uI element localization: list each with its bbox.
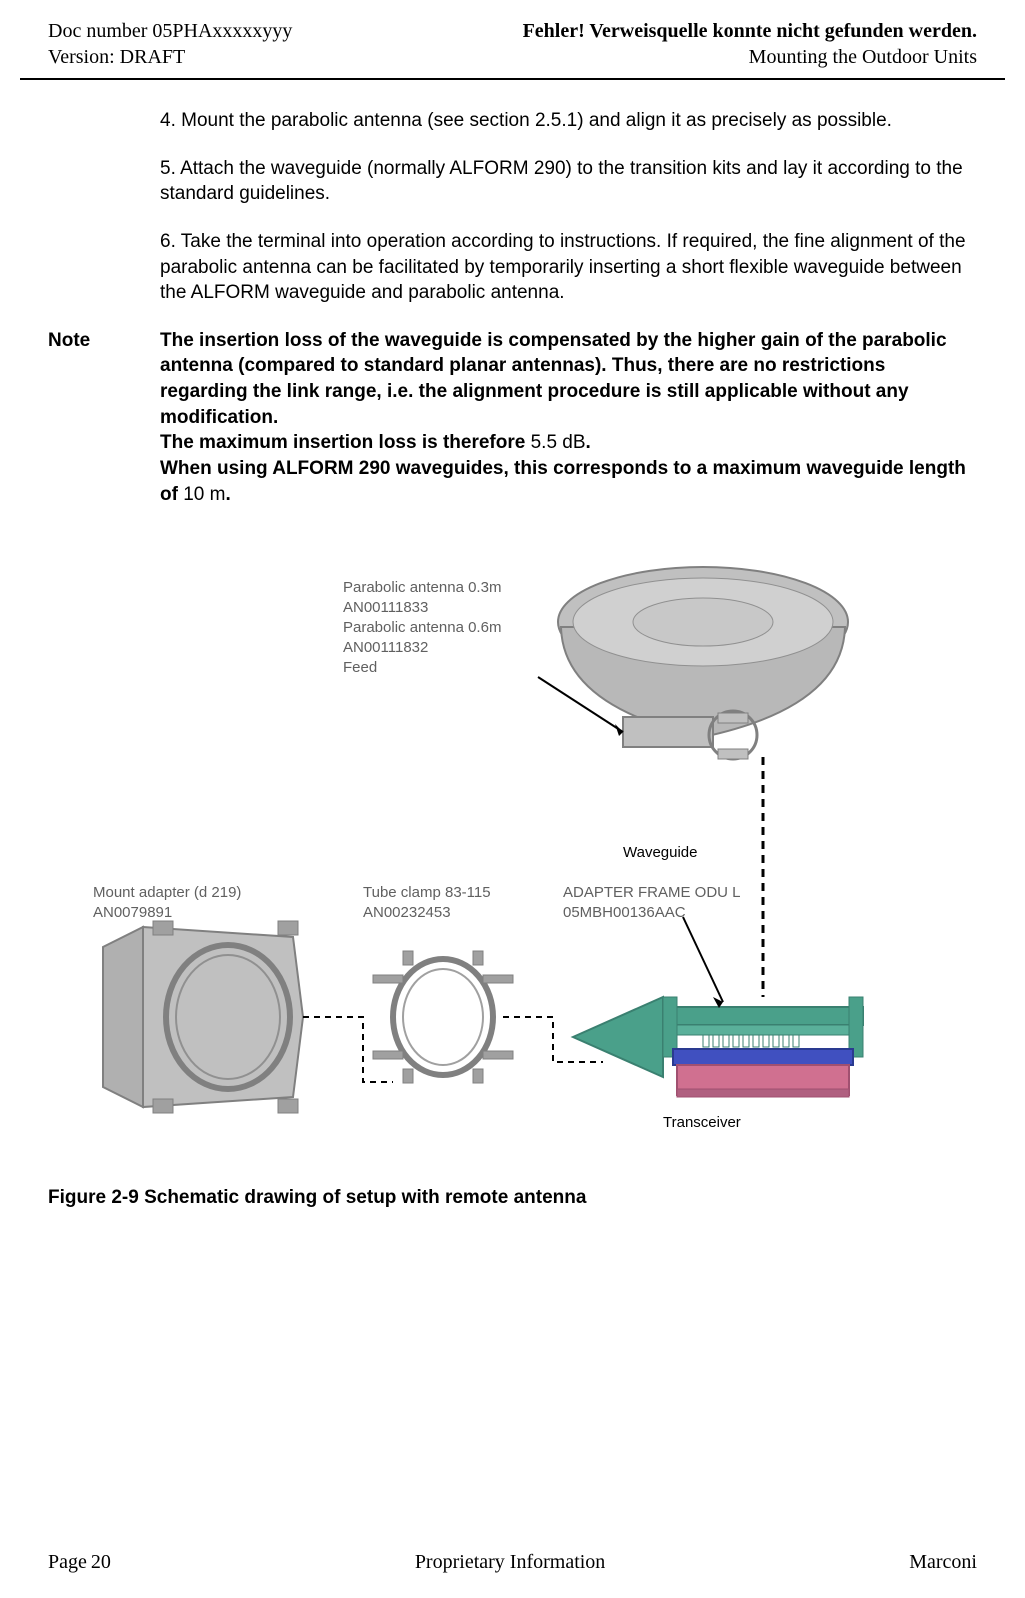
label-mount-adapter-pn: AN0079891 xyxy=(93,904,172,921)
note-line3a: When using ALFORM 290 waveguides, this c… xyxy=(160,458,966,505)
label-feed: Feed xyxy=(343,659,377,676)
label-tube-clamp: Tube clamp 83-115 xyxy=(363,884,491,901)
step-6: 6. Take the terminal into operation acco… xyxy=(160,229,977,306)
page-header: Doc number 05PHAxxxxxyyy Version: DRAFT … xyxy=(20,0,1005,80)
note-text: The insertion loss of the waveguide is c… xyxy=(160,328,977,507)
label-antenna-06-pn: AN00111832 xyxy=(343,639,428,656)
footer-center: Proprietary Information xyxy=(415,1551,606,1574)
parabolic-antenna xyxy=(538,567,848,759)
step-5: 5. Attach the waveguide (normally ALFORM… xyxy=(160,156,977,207)
tube-clamp xyxy=(373,951,513,1083)
diagram-svg: Parabolic antenna 0.3m AN00111833 Parabo… xyxy=(63,537,963,1157)
footer-page: Page 20 xyxy=(48,1551,111,1574)
schematic-diagram: Parabolic antenna 0.3m AN00111833 Parabo… xyxy=(48,537,977,1157)
figure-caption: Figure 2-9 Schematic drawing of setup wi… xyxy=(48,1187,977,1209)
version: Version: DRAFT xyxy=(48,44,292,70)
label-mount-adapter: Mount adapter (d 219) xyxy=(93,884,241,901)
header-section: Mounting the Outdoor Units xyxy=(523,44,977,70)
body: 4. Mount the parabolic antenna (see sect… xyxy=(0,80,1025,1209)
dash-connector-1 xyxy=(303,1017,393,1082)
footer-page-no: 20 xyxy=(91,1551,111,1574)
label-tube-clamp-pn: AN00232453 xyxy=(363,904,451,921)
header-right: Fehler! Verweisquelle konnte nicht gefun… xyxy=(523,18,977,70)
label-adapter-frame-pn: 05MBH00136AAC xyxy=(563,904,686,921)
label-antenna-03: Parabolic antenna 0.3m xyxy=(343,579,501,596)
label-antenna-06: Parabolic antenna 0.6m xyxy=(343,619,501,636)
header-error: Fehler! Verweisquelle konnte nicht gefun… xyxy=(523,18,977,44)
note-line2b: 5.5 dB xyxy=(531,432,586,453)
doc-number: Doc number 05PHAxxxxxyyy xyxy=(48,18,292,44)
label-transceiver: Transceiver xyxy=(663,1114,741,1131)
step-4: 4. Mount the parabolic antenna (see sect… xyxy=(160,108,977,134)
label-antenna-03-pn: AN00111833 xyxy=(343,599,428,616)
note-block: Note The insertion loss of the waveguide… xyxy=(48,328,977,507)
header-left: Doc number 05PHAxxxxxyyy Version: DRAFT xyxy=(48,18,292,70)
label-adapter-frame: ADAPTER FRAME ODU L xyxy=(563,884,741,901)
note-line3b: 10 m xyxy=(183,484,225,505)
footer-page-label: Page xyxy=(48,1551,87,1574)
note-line2c: . xyxy=(586,432,591,453)
mount-adapter xyxy=(103,921,303,1113)
note-line2a: The maximum insertion loss is therefore xyxy=(160,432,531,453)
note-label: Note xyxy=(48,328,160,507)
note-line3c: . xyxy=(225,484,230,505)
footer-right: Marconi xyxy=(909,1551,977,1574)
adapter-transceiver xyxy=(573,997,863,1097)
note-line1: The insertion loss of the waveguide is c… xyxy=(160,330,947,428)
label-waveguide: Waveguide xyxy=(623,844,698,861)
page-footer: Page 20 Proprietary Information Marconi xyxy=(0,1551,1025,1574)
